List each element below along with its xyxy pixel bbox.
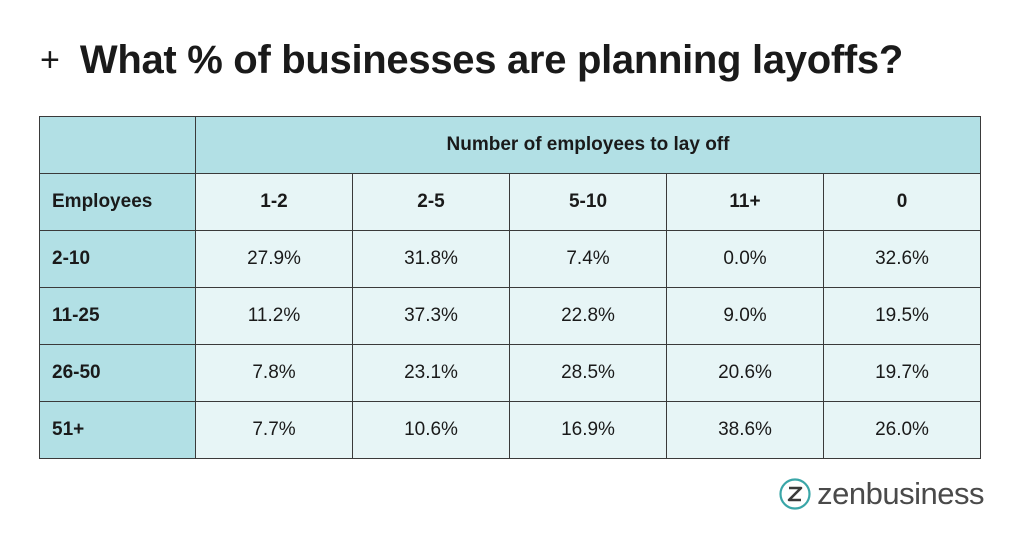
column-header: 1-2: [195, 173, 353, 231]
column-header: 0: [823, 173, 981, 231]
table-cell: 37.3%: [352, 287, 510, 345]
table-cell: 28.5%: [509, 344, 667, 402]
table-row: 2-10 27.9% 31.8% 7.4% 0.0% 32.6%: [39, 230, 981, 288]
column-header: 5-10: [509, 173, 667, 231]
row-header-label: Employees: [39, 173, 196, 231]
table-cell: 11.2%: [195, 287, 353, 345]
table-cell: 7.4%: [509, 230, 667, 288]
table-corner-cell: [39, 116, 196, 174]
table-cell: 26.0%: [823, 401, 981, 459]
row-label: 11-25: [39, 287, 196, 345]
zenbusiness-z-icon: [779, 478, 811, 510]
row-label: 2-10: [39, 230, 196, 288]
table-cell: 0.0%: [666, 230, 824, 288]
table-cell: 7.7%: [195, 401, 353, 459]
logo-wordmark-zen: zen: [817, 476, 866, 511]
column-group-label: Number of employees to lay off: [195, 116, 981, 174]
table-cell: 19.7%: [823, 344, 981, 402]
column-header: 2-5: [352, 173, 510, 231]
table-cell: 7.8%: [195, 344, 353, 402]
title-row: + What % of businesses are planning layo…: [40, 30, 903, 90]
table-row: 11-25 11.2% 37.3% 22.8% 9.0% 19.5%: [39, 287, 981, 345]
plus-icon: +: [40, 41, 60, 79]
table-cell: 20.6%: [666, 344, 824, 402]
table-cell: 10.6%: [352, 401, 510, 459]
table-cell: 19.5%: [823, 287, 981, 345]
logo-wordmark: zenbusiness: [817, 476, 984, 512]
layoffs-table: Number of employees to lay off Employees…: [39, 116, 981, 459]
table-row: 26-50 7.8% 23.1% 28.5% 20.6% 19.7%: [39, 344, 981, 402]
table-cell: 27.9%: [195, 230, 353, 288]
table-cell: 38.6%: [666, 401, 824, 459]
row-label: 51+: [39, 401, 196, 459]
table-cell: 31.8%: [352, 230, 510, 288]
column-header: 11+: [666, 173, 824, 231]
page-title: What % of businesses are planning layoff…: [79, 37, 903, 82]
table-cell: 32.6%: [823, 230, 981, 288]
table-cell: 9.0%: [666, 287, 824, 345]
table-cell: 22.8%: [509, 287, 667, 345]
table-header-row: Employees 1-2 2-5 5-10 11+ 0: [39, 173, 981, 231]
table-cell: 23.1%: [352, 344, 510, 402]
row-label: 26-50: [39, 344, 196, 402]
logo-wordmark-business: business: [865, 476, 985, 511]
table-cell: 16.9%: [509, 401, 667, 459]
zenbusiness-logo: zenbusiness: [779, 476, 985, 512]
table-header-group-row: Number of employees to lay off: [39, 116, 981, 174]
table-row: 51+ 7.7% 10.6% 16.9% 38.6% 26.0%: [39, 401, 981, 459]
